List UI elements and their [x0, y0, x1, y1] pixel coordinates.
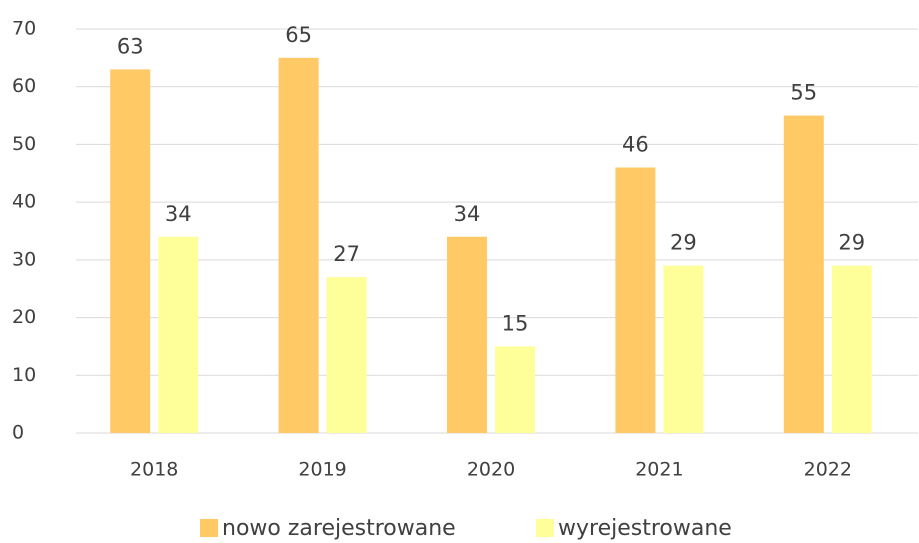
x-tick-label: 2019 — [298, 459, 346, 481]
value-label: 29 — [670, 231, 697, 255]
x-tick-label: 2022 — [804, 459, 852, 481]
bar — [110, 69, 151, 434]
value-label: 55 — [790, 81, 817, 105]
y-tick-label: 70 — [12, 18, 36, 40]
bar — [615, 167, 656, 433]
bar — [278, 57, 319, 433]
bar — [326, 277, 367, 433]
legend-label: wyrejestrowane — [558, 516, 732, 541]
value-label: 34 — [454, 202, 481, 226]
y-tick-label: 20 — [12, 306, 36, 328]
value-label: 63 — [117, 34, 144, 58]
bar — [783, 115, 824, 434]
x-tick-label: 2021 — [635, 459, 683, 481]
bar — [663, 265, 704, 433]
bar — [158, 236, 199, 433]
value-label: 29 — [838, 231, 865, 255]
value-label: 46 — [622, 133, 649, 157]
y-tick-label: 60 — [12, 75, 36, 97]
value-label: 65 — [285, 23, 312, 47]
legend-label: nowo zarejestrowane — [222, 516, 456, 541]
y-tick-label: 0 — [12, 422, 24, 444]
legend-swatch — [200, 519, 218, 537]
bar — [831, 265, 872, 433]
x-tick-label: 2018 — [130, 459, 178, 481]
y-tick-label: 50 — [12, 133, 36, 155]
value-label: 15 — [502, 311, 529, 335]
y-tick-label: 30 — [12, 248, 36, 270]
value-label: 34 — [165, 202, 192, 226]
legend-swatch — [536, 519, 554, 537]
bar — [495, 346, 535, 433]
bar — [447, 236, 487, 433]
y-tick-label: 10 — [12, 364, 36, 386]
y-tick-label: 40 — [12, 191, 36, 213]
value-label: 27 — [333, 242, 360, 266]
x-tick-label: 2020 — [467, 459, 515, 481]
